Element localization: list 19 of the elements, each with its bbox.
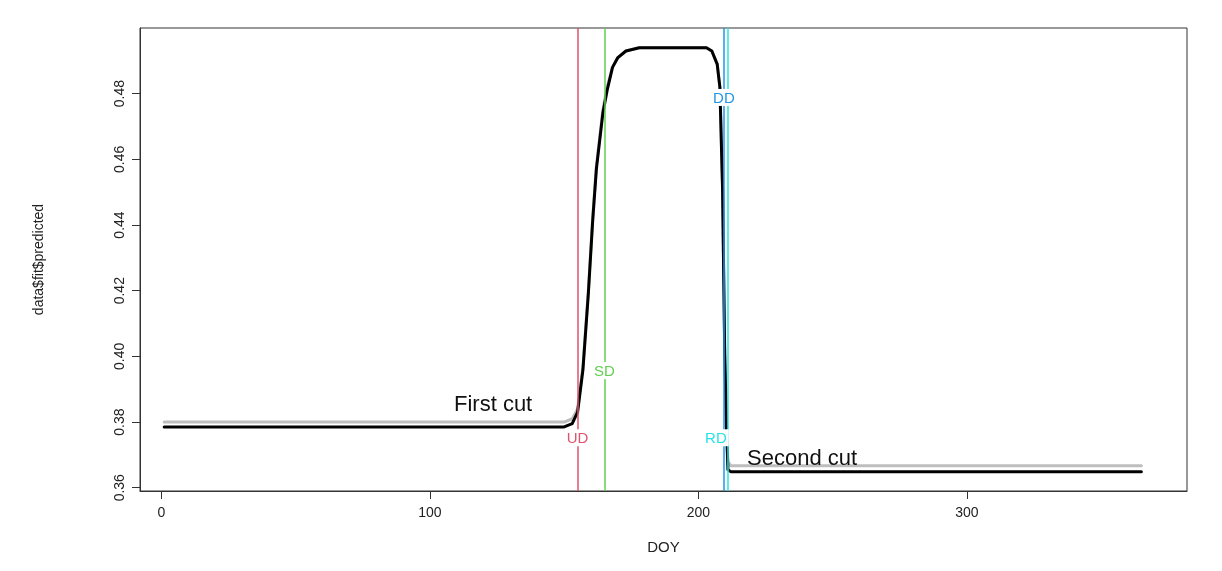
x-tick-label: 200 [686, 504, 711, 520]
x-tick-label: 0 [157, 504, 166, 520]
y-tick-label: 0.38 [111, 408, 127, 436]
ref-line-label: DD [713, 88, 735, 106]
ref-line-label: SD [594, 362, 616, 380]
annotation: First cut [454, 390, 533, 416]
y-axis-title: data$fit$predicted [30, 203, 46, 316]
y-tick-label: 0.36 [111, 473, 127, 502]
y-tick-label: 0.48 [111, 79, 127, 108]
y-tick-label: 0.44 [111, 211, 127, 239]
y-tick-label: 0.40 [111, 342, 127, 370]
x-axis-title: DOY [647, 538, 680, 555]
annotation: Second cut [747, 444, 858, 470]
ref-line-label: RD [705, 429, 727, 447]
x-tick-label: 300 [955, 504, 979, 520]
ref-line-label: UD [566, 429, 589, 447]
y-tick-label: 0.46 [111, 145, 127, 173]
y-tick-label: 0.42 [111, 276, 127, 305]
x-tick-label: 100 [418, 504, 442, 520]
